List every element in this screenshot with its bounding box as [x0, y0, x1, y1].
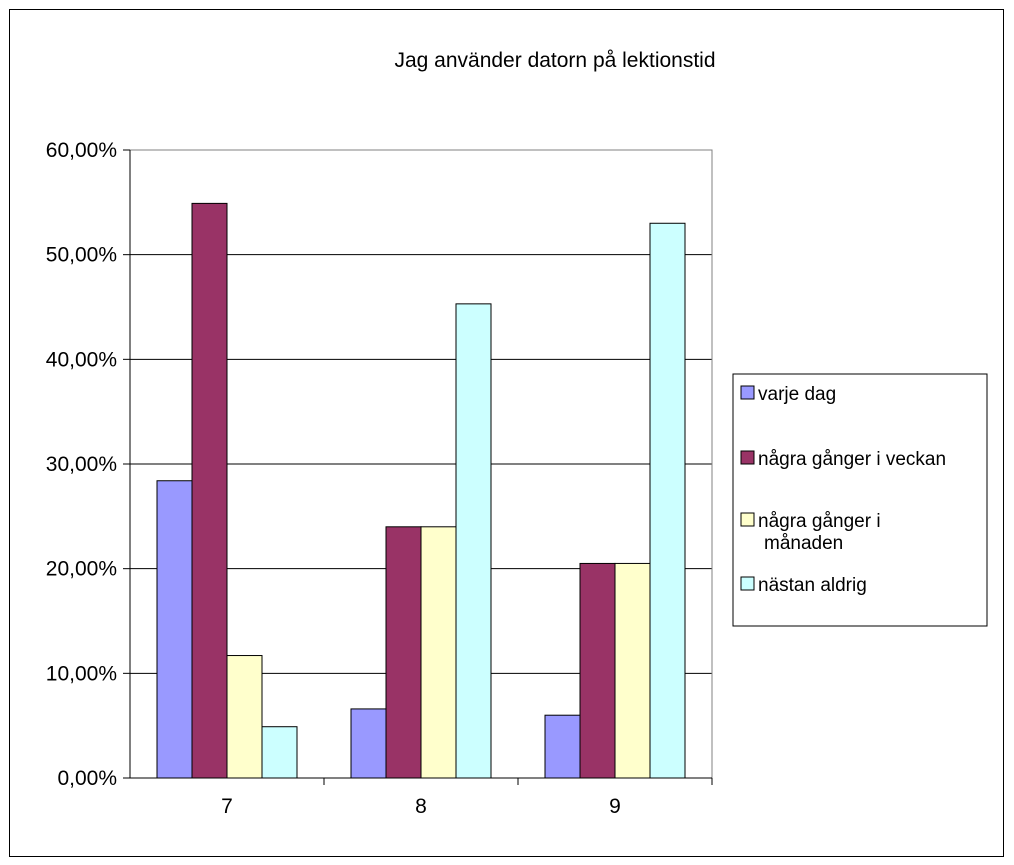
bar — [614, 562, 651, 779]
y-tick-label: 30,00% — [46, 453, 117, 476]
y-tick-label: 60,00% — [46, 139, 117, 162]
bar — [156, 480, 193, 779]
legend-label: några gånger i veckan — [758, 449, 946, 470]
bar — [350, 708, 387, 779]
x-tick-label: 8 — [415, 795, 427, 818]
bar — [261, 726, 298, 779]
x-tick-label: 7 — [221, 795, 233, 818]
y-tick-label: 50,00% — [46, 244, 117, 267]
y-tick-label: 20,00% — [46, 558, 117, 581]
legend-swatch — [740, 385, 755, 400]
axes-layer: 0,00% 10,00% 20,00% 30,00% 40,00% 50,00% 60,00… — [46, 139, 713, 818]
bar — [579, 562, 616, 779]
bar — [649, 222, 686, 779]
y-tick-label: 40,00% — [46, 348, 117, 371]
bar — [191, 202, 228, 779]
bars-layer — [156, 202, 686, 779]
bar — [226, 655, 263, 779]
bar — [385, 526, 422, 779]
legend-label: några gånger i månaden — [758, 511, 881, 554]
legend-box — [732, 373, 988, 627]
legend-swatch — [740, 512, 755, 527]
y-tick-label: 0,00% — [57, 767, 117, 790]
legend-swatch — [740, 450, 755, 465]
x-tick-label: 9 — [609, 795, 621, 818]
y-tick-label: 10,00% — [46, 662, 117, 685]
legend: varje dag några gånger i veckan några gång… — [732, 373, 988, 627]
chart-title: Jag använder datorn på lektionstid — [394, 49, 715, 72]
bar — [544, 714, 581, 779]
legend-swatch — [740, 576, 755, 591]
bar — [420, 526, 457, 779]
bar — [455, 303, 492, 779]
legend-label: varje dag — [758, 384, 836, 405]
legend-label: nästan aldrig — [758, 575, 867, 596]
